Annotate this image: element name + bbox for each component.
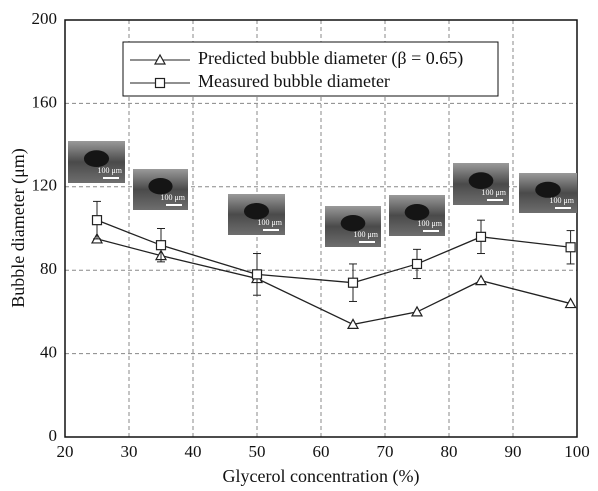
x-tick-label: 30: [121, 442, 138, 461]
inset-scale-label: 100 μm: [97, 166, 122, 175]
inset-image: 100 μm: [133, 169, 188, 210]
y-tick-label: 200: [32, 9, 58, 28]
inset-scale-label: 100 μm: [417, 219, 442, 228]
triangle-marker: [474, 274, 488, 286]
inset-image: 100 μm: [325, 206, 381, 247]
y-tick-label: 0: [49, 426, 58, 445]
inset-image: 100 μm: [228, 194, 285, 235]
y-tick-label: 80: [40, 259, 57, 278]
square-marker: [91, 215, 103, 226]
square-marker: [411, 258, 423, 270]
square-marker: [347, 277, 359, 288]
x-tick-label: 70: [377, 442, 394, 461]
inset-image: 100 μm: [519, 173, 577, 213]
x-tick-label: 50: [249, 442, 266, 461]
y-axis-label: Bubble diameter (μm): [8, 148, 29, 308]
triangle-marker: [564, 297, 577, 309]
inset-bubble: [243, 203, 270, 220]
x-tick-label: 20: [57, 442, 74, 461]
inset-bubble: [148, 178, 173, 195]
inset-bubble: [535, 181, 561, 198]
inset-scale-label: 100 μm: [160, 193, 185, 202]
x-tick-label: 40: [185, 442, 202, 461]
plot-frame: [64, 19, 578, 438]
inset-bubble: [83, 150, 110, 168]
inset-image: 100 μm: [453, 163, 509, 205]
y-tick-label: 160: [32, 92, 58, 111]
square-marker: [565, 242, 576, 253]
x-tick-label: 100: [564, 442, 590, 461]
x-tick-label: 80: [441, 442, 458, 461]
legend-box: [122, 41, 499, 97]
y-tick-label: 40: [40, 343, 57, 362]
triangle-marker: [346, 318, 360, 330]
square-marker: [155, 240, 167, 251]
legend-marker: [153, 53, 167, 65]
legend-marker: [154, 77, 166, 89]
inset-image: 100 μm: [389, 195, 445, 236]
x-tick-label: 60: [313, 442, 330, 461]
triangle-marker: [410, 305, 424, 317]
square-marker: [475, 231, 487, 242]
legend-label: Predicted bubble diameter (β = 0.65): [198, 48, 463, 69]
inset-scale-label: 100 μm: [481, 188, 506, 197]
inset-scale-label: 100 μm: [549, 196, 574, 205]
inset-image: 100 μm: [68, 141, 125, 183]
x-axis-label: Glycerol concentration (%): [223, 466, 420, 487]
square-marker: [251, 269, 263, 280]
y-tick-label: 120: [32, 176, 58, 195]
x-tick-label: 90: [505, 442, 522, 461]
inset-bubble: [404, 204, 430, 221]
inset-bubble: [468, 172, 494, 190]
legend-label: Measured bubble diameter: [198, 71, 390, 91]
inset-scale-label: 100 μm: [257, 218, 282, 227]
inset-bubble: [340, 215, 366, 232]
inset-scale-label: 100 μm: [353, 230, 378, 239]
